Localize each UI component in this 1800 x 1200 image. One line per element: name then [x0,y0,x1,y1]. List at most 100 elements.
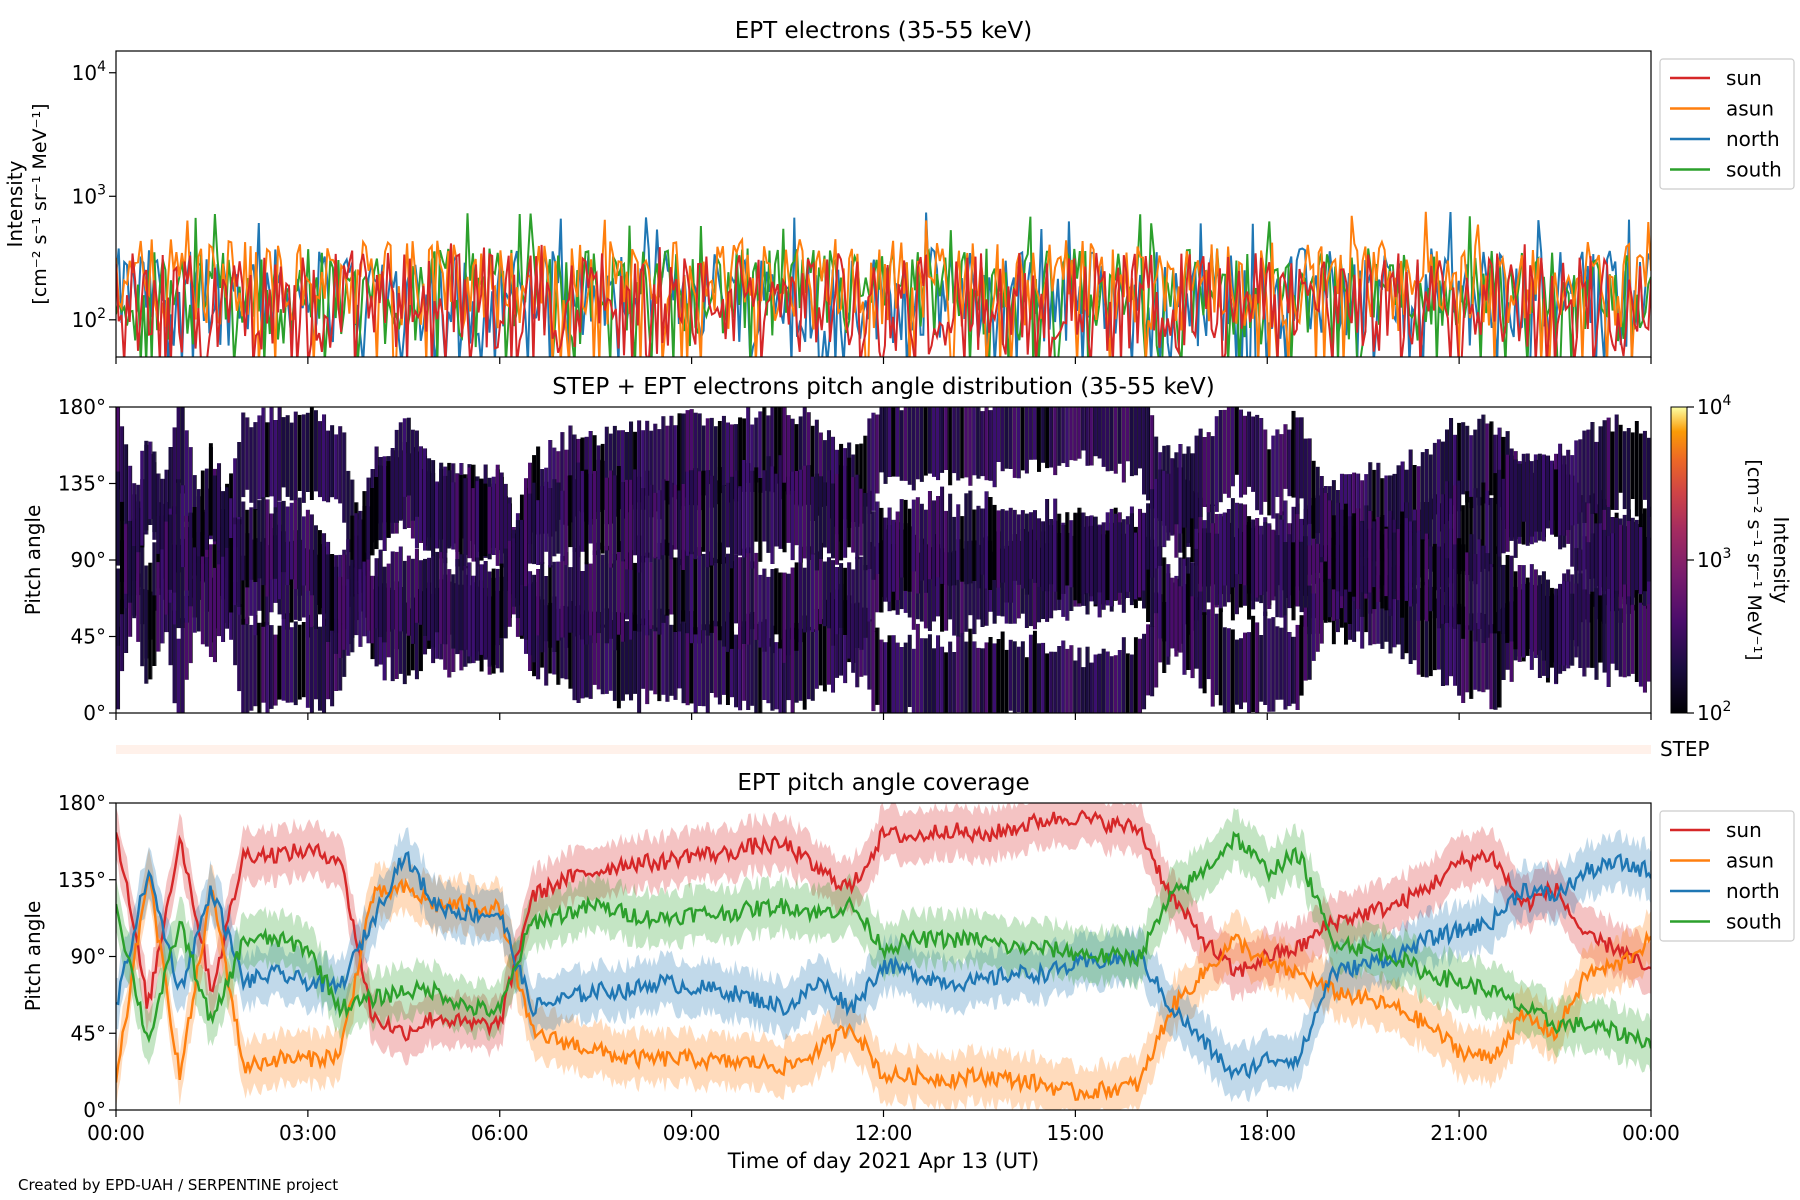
heat-cell [1484,545,1486,643]
legend-label-north: north [1726,127,1780,151]
heat-cell [1088,516,1090,594]
heat-cell [1460,603,1462,696]
heat-cell [330,618,334,707]
heat-cell [794,424,799,505]
heat-cell [1457,480,1461,575]
colorbar-gradient [1670,406,1688,714]
heat-cell [236,458,238,548]
heat-cell [297,621,298,706]
heat-cell [1586,495,1590,579]
heat-cell [1041,642,1045,713]
heat-cell [293,627,294,703]
heat-cell [798,562,799,651]
heat-cell [1146,407,1150,501]
heat-cell [632,612,634,701]
heat-cell [1505,555,1510,643]
y-tick-label: 0° [83,701,106,725]
heat-cell [746,613,750,710]
heat-cell [604,608,609,694]
heat-cell [1028,634,1033,713]
heat-cell [155,451,157,533]
heat-cell [1440,503,1441,588]
heat-cell [956,504,960,580]
heat-cell [564,552,568,648]
heat-cell [1182,453,1186,528]
heat-cell [1601,595,1603,663]
heat-cell [697,630,702,706]
heat-cell [136,484,140,553]
heat-cell [794,567,795,640]
heat-cell [899,647,904,713]
heat-cell [1307,536,1308,627]
heat-cell [604,426,609,525]
heat-cell [1162,557,1166,642]
heat-cell [325,618,327,713]
heat-cell [855,474,859,560]
heat-cell [358,569,362,647]
heat-cell [616,475,617,561]
heat-cell [1218,613,1219,695]
heat-cell [1133,637,1138,713]
heat-cell [640,420,642,503]
heat-cell [713,480,718,563]
heat-cell [1037,643,1041,713]
heat-cell [822,542,823,625]
heat-cell [1032,512,1033,579]
heat-cell [1464,606,1466,703]
heat-cell [212,577,213,657]
heat-cell [738,626,742,711]
heat-cell [1290,534,1292,609]
heat-cell [1403,461,1405,534]
heat-cell [426,448,428,546]
heat-cell [968,407,972,486]
heat-cell [382,466,387,551]
heat-cell [390,590,395,682]
heat-cell [1000,631,1005,713]
heat-cell [386,461,391,538]
heat-cell [604,624,605,695]
heat-cell [1565,581,1567,666]
heat-cell [1440,546,1441,629]
heat-cell [1541,453,1542,532]
heat-cell [156,473,160,554]
heat-cell [1554,469,1558,537]
heat-cell [171,514,173,590]
heat-cell [1553,460,1555,535]
heat-cell [172,610,176,704]
heat-cell [1541,575,1542,651]
heat-cell [1020,510,1025,589]
heat-cell [1210,614,1215,707]
heat-cell [1170,458,1174,536]
heat-cell [269,407,273,497]
heat-cell [604,554,605,628]
heat-cell [1230,407,1235,487]
heat-cell [127,524,129,594]
heat-cell [713,417,714,508]
heat-cell [313,407,314,500]
heat-cell [1202,612,1207,694]
heat-cell [1585,502,1587,570]
heat-cell [1477,612,1481,692]
heat-cell [1049,651,1053,713]
heat-cell [423,558,427,636]
heat-cell [1048,653,1050,713]
heat-cell [1496,434,1498,505]
heat-cell [1129,654,1134,713]
heat-cell [866,565,868,638]
heat-cell [1614,590,1619,671]
heat-cell [964,493,968,585]
heat-cell [338,426,342,504]
heat-cell [1012,407,1017,478]
heat-cell [1432,494,1437,591]
heat-cell [503,563,504,638]
heat-cell [131,465,133,550]
heat-cell [580,470,584,552]
heat-cell [1590,591,1594,668]
heat-cell [454,574,456,649]
heat-cell [1061,525,1065,594]
heat-cell [798,469,803,563]
heat-cell [875,627,879,705]
heat-cell [1416,465,1417,533]
heat-cell [689,410,690,498]
heat-cell [660,542,662,635]
